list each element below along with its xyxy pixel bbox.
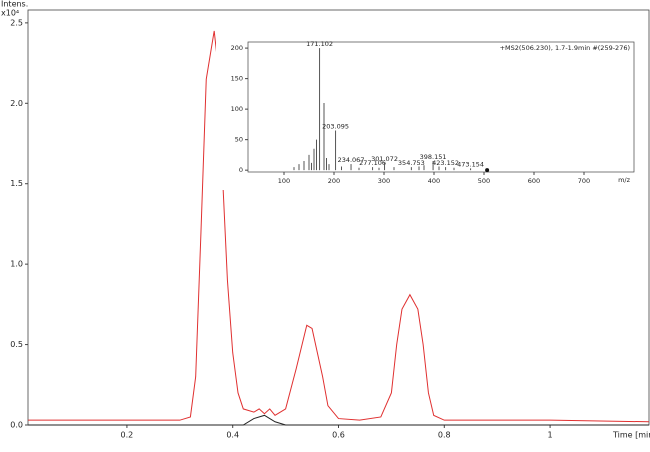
inset-y-tick-label: 200 bbox=[231, 44, 243, 52]
trace-line bbox=[28, 414, 649, 426]
inset-y-tick-label: 50 bbox=[235, 136, 243, 144]
y-tick-label: 2.0 bbox=[10, 99, 23, 108]
y-tick-label: 1.5 bbox=[10, 179, 23, 188]
peak-label: 277.106 bbox=[359, 159, 386, 167]
inset-frame bbox=[247, 41, 635, 173]
inset-background bbox=[216, 38, 642, 190]
x-tick-label: 0.4 bbox=[226, 431, 239, 440]
inset-x-tick-label: 300 bbox=[378, 177, 390, 185]
trace-line bbox=[28, 30, 650, 423]
y-tick-label: 0.0 bbox=[10, 421, 23, 430]
y-tick-label: 2.5 bbox=[10, 18, 23, 27]
y-tick-label: 0.5 bbox=[10, 340, 23, 349]
x-tick-label: 0.8 bbox=[438, 431, 451, 440]
inset-y-tick-label: 100 bbox=[231, 105, 243, 113]
x-tick-label: 0.2 bbox=[121, 431, 134, 440]
inset-x-tick-label: 400 bbox=[428, 177, 440, 185]
x-tick-label: 1 bbox=[548, 431, 553, 440]
peak-label: 398.151 bbox=[420, 153, 447, 161]
inset-x-tick-label: 200 bbox=[328, 177, 340, 185]
peak-label: 171.102 bbox=[306, 40, 333, 48]
peak-label: 473.154 bbox=[457, 160, 484, 168]
peak-label: 423.152 bbox=[432, 159, 459, 167]
inset-y-tick-label: 0 bbox=[239, 166, 243, 174]
inset-annotation: +MS2(506.230), 1.7-1.9min #(259-276) bbox=[500, 44, 630, 52]
inset-x-axis-label: m/z bbox=[618, 176, 631, 184]
inset-x-tick-label: 100 bbox=[278, 177, 290, 185]
peak-label: 203.095 bbox=[322, 122, 349, 130]
inset-x-tick-label: 600 bbox=[528, 177, 540, 185]
x-tick-label: 0.6 bbox=[332, 431, 345, 440]
x-axis-label: Time [min] bbox=[612, 431, 650, 440]
y-axis-label: Intens. bbox=[1, 0, 28, 9]
inset-x-tick-label: 500 bbox=[478, 177, 490, 185]
inset: +MS2(506.230), 1.7-1.9min #(259-276) m/z 0… bbox=[216, 38, 642, 190]
peak-label: 354.753 bbox=[398, 159, 425, 167]
inset-y-tick-label: 150 bbox=[231, 75, 243, 83]
y-tick-label: 1.0 bbox=[10, 260, 23, 269]
peak-label: 301.072 bbox=[371, 155, 398, 163]
precursor-marker bbox=[485, 168, 490, 173]
y-scale-label: x10⁴ bbox=[1, 9, 19, 18]
peak-label: 234.067 bbox=[338, 156, 365, 164]
inset-x-tick-label: 700 bbox=[578, 177, 590, 185]
